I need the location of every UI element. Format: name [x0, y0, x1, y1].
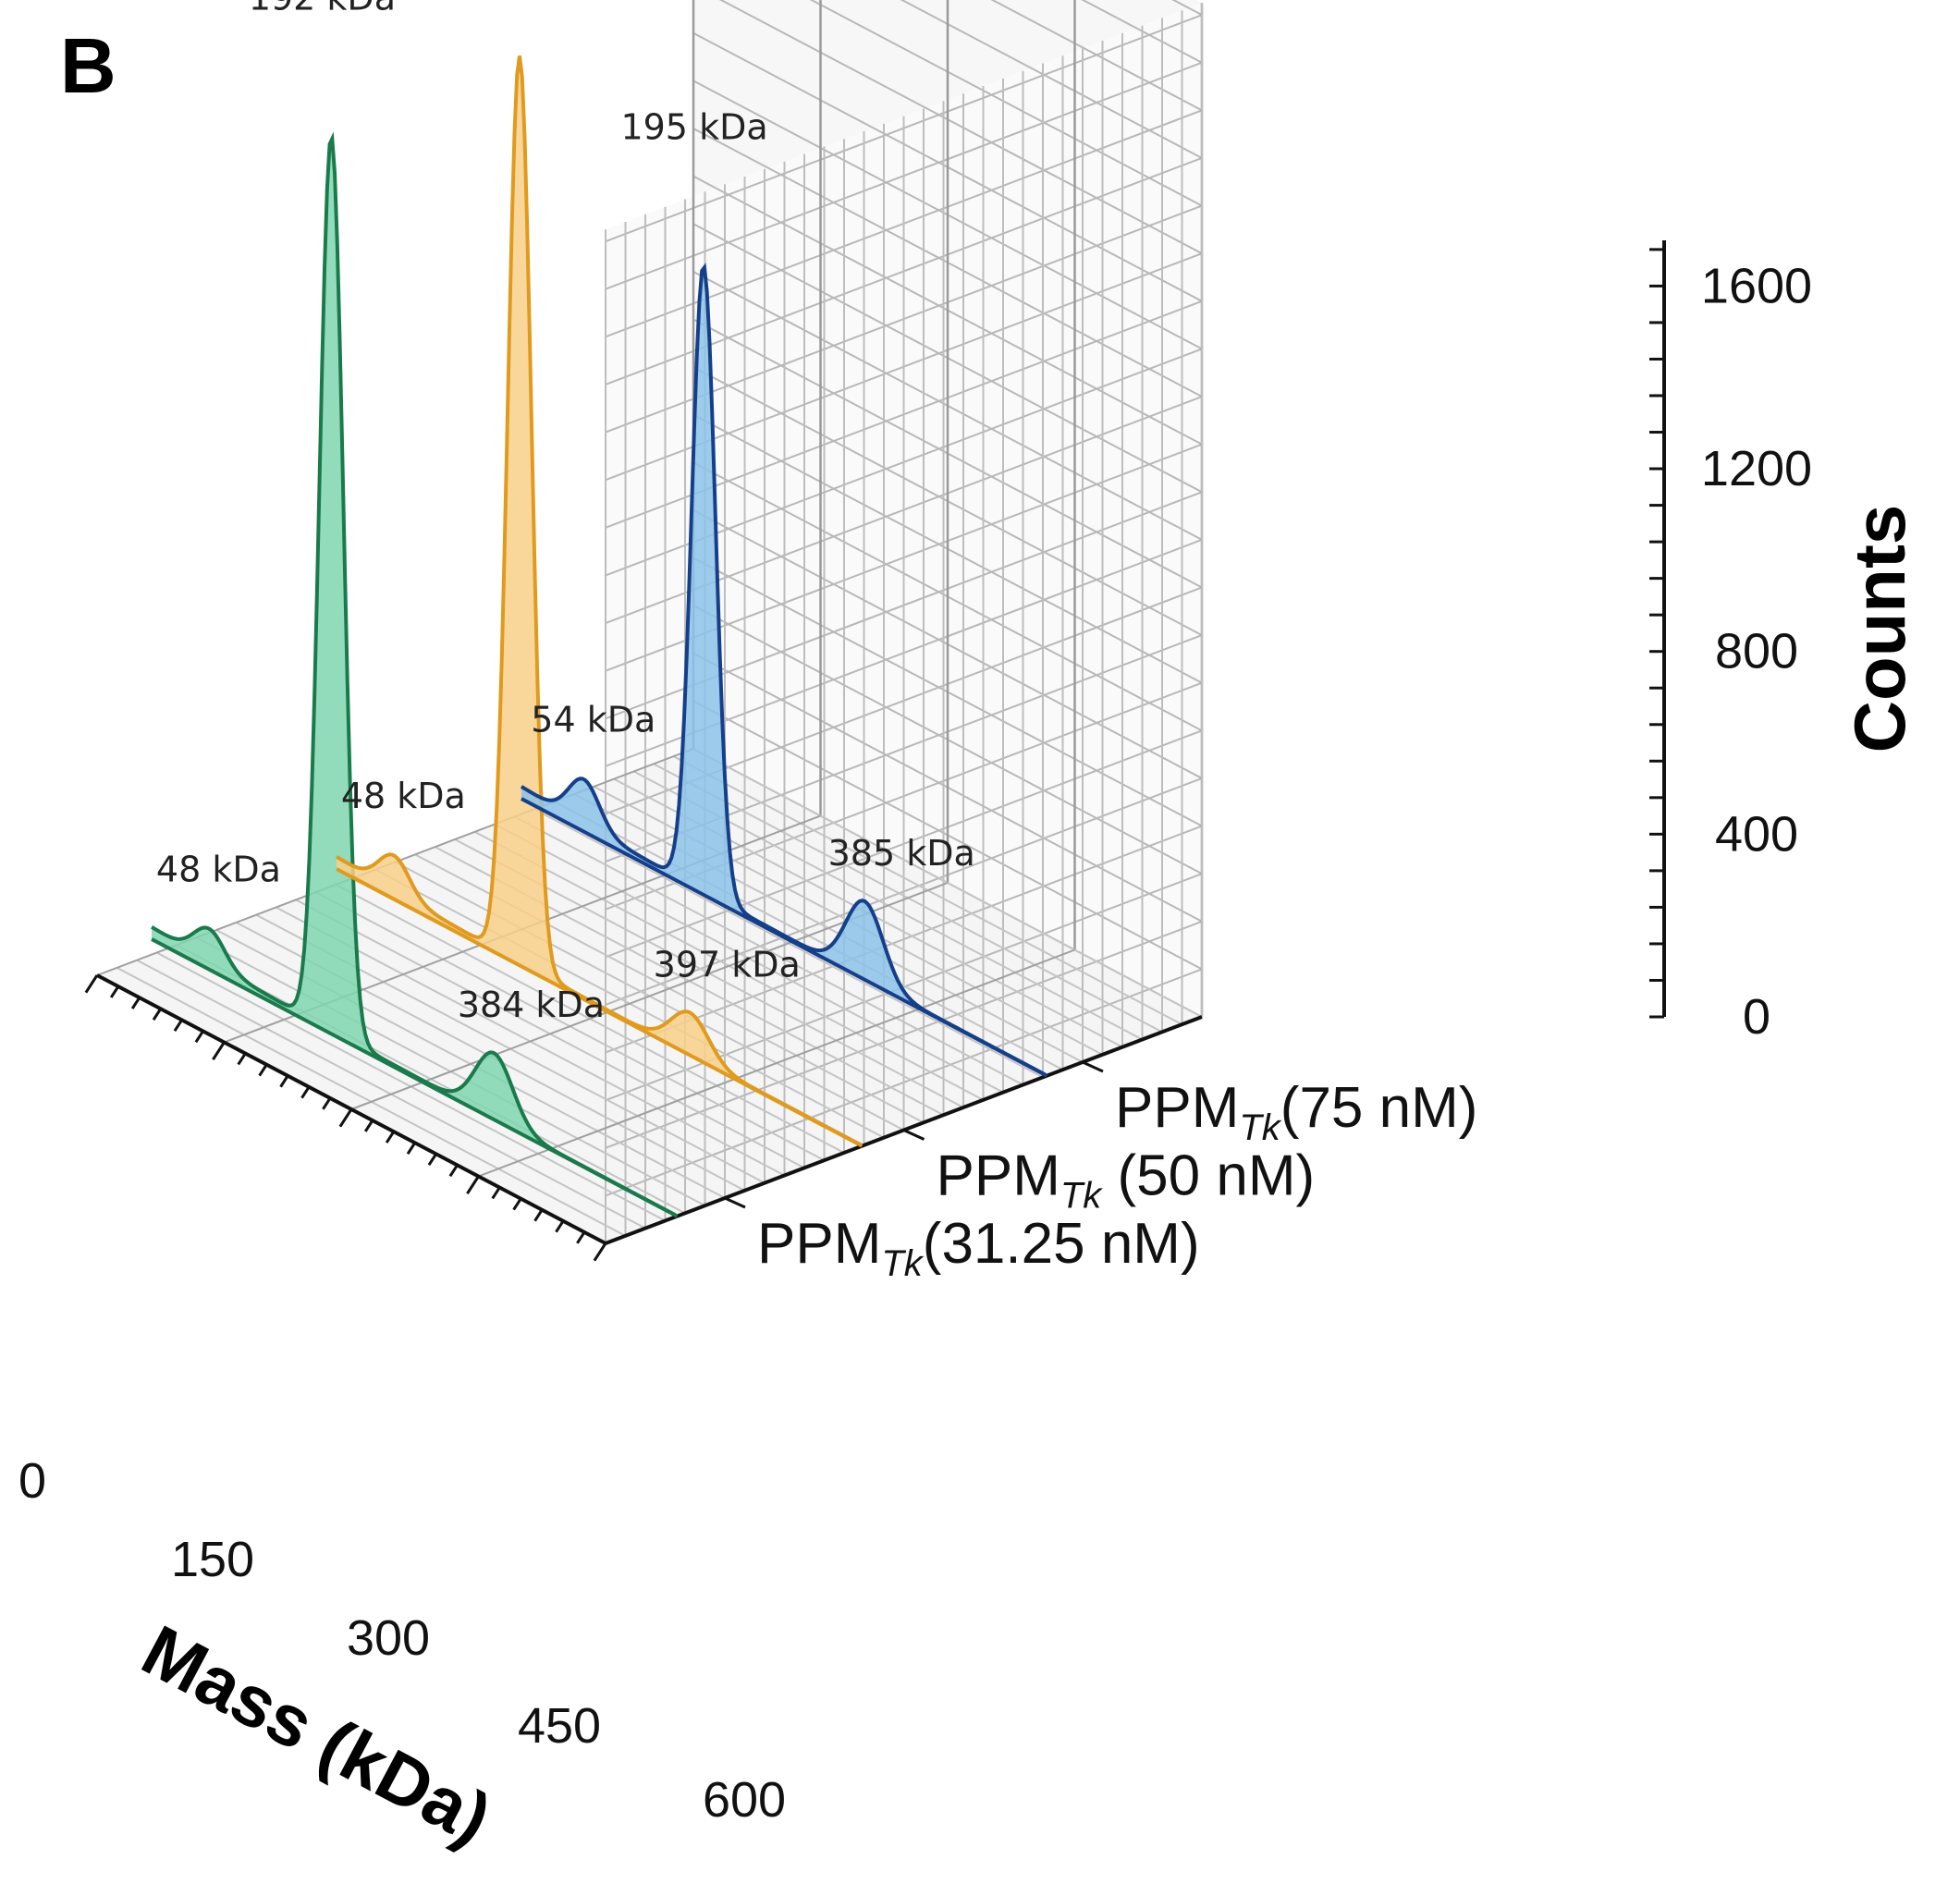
- series-name-label: PPMTk(75 nM): [1115, 1076, 1477, 1148]
- mass-tick-label: 300: [347, 1610, 430, 1666]
- counts-axis-title: Counts: [1839, 505, 1920, 753]
- mass-tick-label: 450: [518, 1698, 601, 1754]
- mass-tick: [84, 974, 99, 994]
- mass-tick-label: 600: [703, 1772, 786, 1828]
- series-baseline: [151, 937, 679, 1218]
- mass-tick: [152, 1008, 163, 1021]
- peak-label: 192 kDa: [249, 0, 396, 18]
- mass-tick: [406, 1142, 417, 1155]
- peak-label: 385 kDa: [828, 833, 975, 874]
- counts-tick-label: 400: [1715, 806, 1798, 862]
- mass-tick: [130, 997, 141, 1009]
- mass-tick: [448, 1164, 459, 1178]
- mass-tick: [533, 1208, 544, 1222]
- series-subscript: Tk: [881, 1243, 924, 1284]
- peak-label: 397 kDa: [654, 944, 801, 985]
- mass-tick: [212, 1041, 226, 1061]
- mass-tick: [279, 1074, 289, 1088]
- mass-tick: [300, 1086, 311, 1099]
- mass-tick: [576, 1231, 586, 1244]
- mass-tick-label: 0: [18, 1453, 46, 1509]
- mass-tick: [322, 1097, 332, 1110]
- series-suffix: (75 nM): [1280, 1076, 1478, 1140]
- mass-tick: [385, 1131, 396, 1144]
- gridline-back-count: [990, 0, 1203, 112]
- series-name-label: PPMTk (50 nM): [937, 1144, 1316, 1217]
- series-suffix: (31.25 nM): [923, 1212, 1200, 1276]
- series-layer: [151, 55, 1048, 1218]
- mass-tick: [427, 1153, 437, 1167]
- grid-layer: [96, 0, 1204, 1244]
- series-name-label: PPMTk(31.25 nM): [757, 1212, 1200, 1284]
- series-tick: [902, 1129, 925, 1141]
- mass-tick-label: 150: [171, 1532, 254, 1587]
- mass-tick: [512, 1197, 522, 1211]
- counts-tick-label: 1600: [1701, 258, 1812, 313]
- axes-layer: [84, 240, 1666, 1262]
- peak-label: 48 kDa: [156, 849, 281, 889]
- mass-tick: [363, 1119, 374, 1132]
- mass-axis-title: Mass (kDa): [129, 1609, 504, 1860]
- peak-label: 384 kDa: [458, 985, 605, 1025]
- mass-tick: [237, 1052, 247, 1066]
- series-tick: [1082, 1060, 1104, 1073]
- counts-tick-label: 1200: [1701, 441, 1812, 496]
- peak-label: 48 kDa: [341, 776, 466, 816]
- series-baseline: [521, 797, 1048, 1078]
- series-baseline: [336, 867, 864, 1148]
- counts-tick-label: 800: [1715, 624, 1798, 679]
- mass-tick: [555, 1220, 565, 1233]
- mass-tick: [491, 1186, 501, 1200]
- series-subscript: Tk: [1239, 1107, 1281, 1148]
- mass-tick: [194, 1030, 204, 1044]
- mass-tick: [258, 1063, 268, 1077]
- gridline-back-count: [1081, 0, 1203, 64]
- panel-label: B: [60, 22, 116, 109]
- mass-tick: [466, 1175, 480, 1195]
- series-suffix: (50 nM): [1101, 1144, 1315, 1208]
- series-tick: [724, 1196, 746, 1209]
- gridline-floor-mass: [478, 948, 1075, 1178]
- mass-tick: [338, 1108, 353, 1128]
- series-subscript: Tk: [1060, 1176, 1103, 1217]
- peak-label: 54 kDa: [531, 699, 655, 740]
- peak-label: 195 kDa: [620, 107, 767, 148]
- mass-tick: [593, 1242, 607, 1262]
- mass-tick: [109, 985, 120, 998]
- mass-tick: [173, 1019, 183, 1033]
- counts-tick-label: 0: [1743, 989, 1770, 1045]
